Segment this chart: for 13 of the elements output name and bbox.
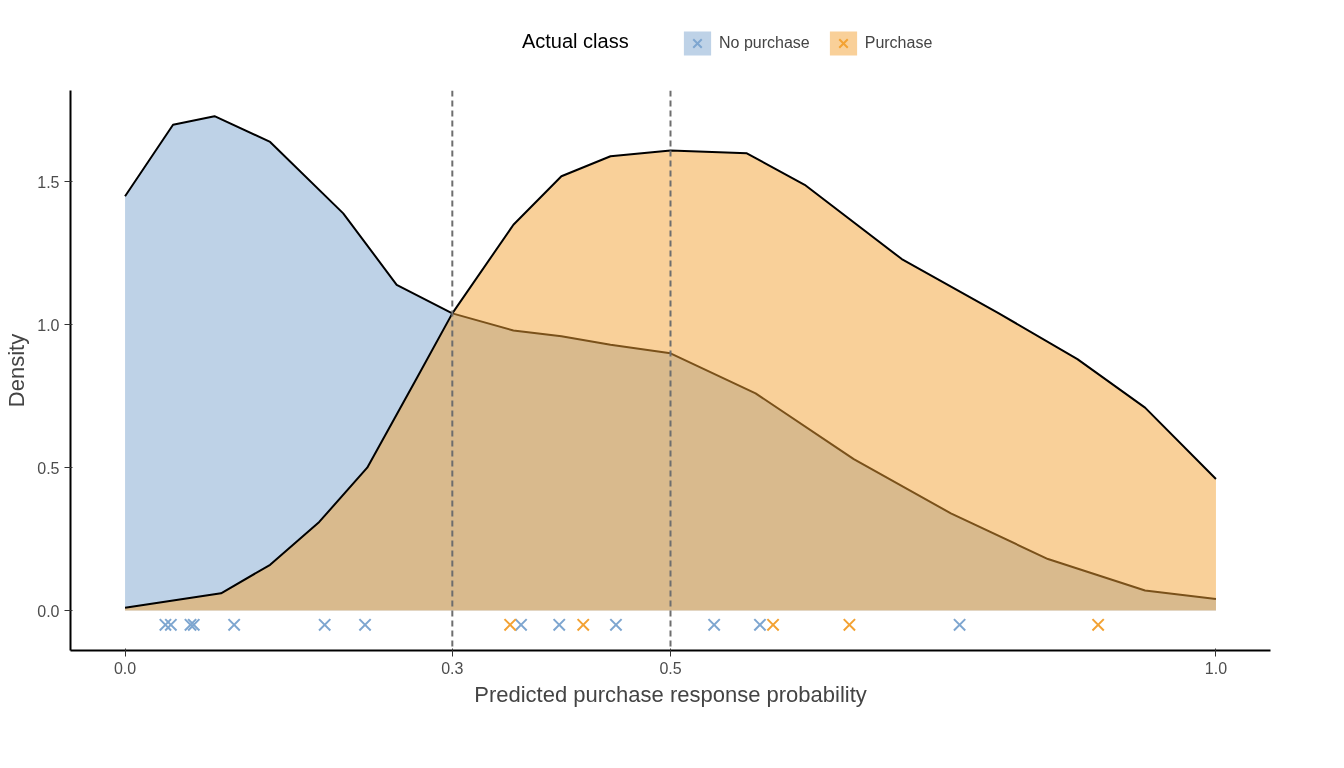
legend-title: Actual class — [521, 29, 629, 52]
y-tick-label: 0.5 — [37, 459, 60, 477]
legend-label: Purchase — [864, 34, 933, 52]
y-tick-label: 1.0 — [37, 316, 60, 334]
y-tick-label: 0.0 — [37, 602, 60, 620]
y-axis-title: Density — [4, 333, 30, 408]
x-tick-label: 0.5 — [659, 659, 682, 677]
y-tick-label: 1.5 — [37, 173, 60, 191]
legend-label: No purchase — [719, 34, 810, 52]
x-tick-label: 0.0 — [113, 659, 137, 677]
x-tick-label: 0.3 — [441, 659, 464, 677]
x-axis-title: Predicted purchase response probability — [474, 681, 867, 707]
x-tick-label: 1.0 — [1204, 659, 1228, 677]
